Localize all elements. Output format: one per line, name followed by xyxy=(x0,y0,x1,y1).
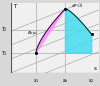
Text: $T_2$: $T_2$ xyxy=(1,25,8,34)
Text: s: s xyxy=(94,66,97,71)
Text: $s_1$: $s_1$ xyxy=(33,77,39,85)
Text: $\Delta h_{pol}$: $\Delta h_{pol}$ xyxy=(27,29,38,38)
Text: $s_b$: $s_b$ xyxy=(62,77,69,85)
Text: $s_2$: $s_2$ xyxy=(88,77,95,85)
Polygon shape xyxy=(36,9,65,53)
Polygon shape xyxy=(65,9,92,53)
Text: $dP=0$: $dP=0$ xyxy=(71,2,83,9)
Text: $T_1$: $T_1$ xyxy=(1,49,8,58)
Text: T: T xyxy=(13,4,16,9)
